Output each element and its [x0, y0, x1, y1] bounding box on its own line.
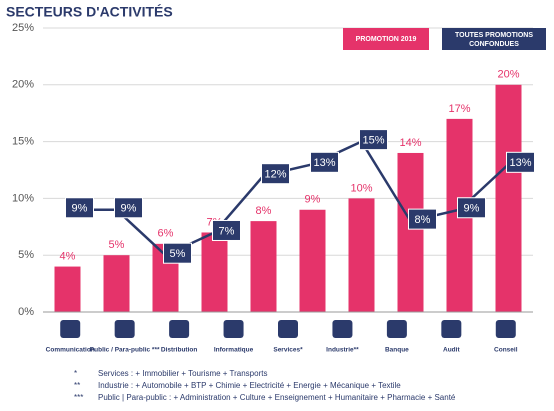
footnote-text: Industrie : + Automobile + BTP + Chimie … — [98, 381, 401, 390]
line-value-label: 12% — [264, 169, 286, 181]
line-value-label: 15% — [362, 135, 384, 147]
bar — [250, 221, 277, 312]
line-label-box — [114, 197, 143, 219]
line-label-box — [261, 163, 290, 185]
line-label-box — [408, 208, 437, 230]
line-label-box — [212, 219, 241, 241]
bar-value-label: 4% — [60, 250, 76, 262]
line-value-label: 7% — [219, 225, 235, 237]
x-tick-label: Communication — [46, 347, 95, 354]
line-value-label: 13% — [509, 157, 531, 169]
category-icon — [441, 320, 462, 338]
legend-box — [343, 28, 429, 50]
x-tick-label: Services* — [273, 347, 303, 354]
bar-value-label: 20% — [497, 69, 519, 81]
x-tick-label: Audit — [443, 347, 460, 354]
y-tick-label: 0% — [18, 306, 34, 318]
line-label-box — [65, 197, 94, 219]
line-value-label: 9% — [72, 203, 88, 215]
line-label-box — [163, 242, 192, 264]
y-tick-label: 20% — [12, 79, 34, 91]
legend-line: CONFONDUES — [469, 41, 519, 48]
line-value-label: 5% — [170, 248, 186, 260]
footnote-marker: ** — [74, 381, 80, 390]
line-label-box — [457, 197, 486, 219]
legend-box — [442, 28, 546, 50]
category-icon — [60, 320, 81, 338]
line-value-label: 13% — [313, 157, 335, 169]
bar-value-label: 14% — [399, 137, 421, 149]
bar — [103, 255, 130, 312]
bar-value-label: 9% — [305, 194, 321, 206]
x-tick-label: Distribution — [161, 347, 197, 354]
y-tick-label: 15% — [12, 136, 34, 148]
legend-label: PROMOTION 2019 — [356, 36, 417, 43]
category-icon — [169, 320, 190, 338]
bar-value-label: 8% — [256, 205, 272, 217]
line-value-label: 9% — [464, 203, 480, 215]
bar — [495, 84, 522, 312]
x-tick-label: Public / Para-public *** — [90, 347, 160, 354]
bar-value-label: 6% — [158, 228, 174, 240]
category-icon — [278, 320, 298, 338]
category-icon — [495, 320, 516, 338]
category-icon — [114, 320, 135, 338]
category-icon — [223, 320, 244, 338]
line-label-box — [310, 151, 339, 173]
line-value-label: 9% — [121, 203, 137, 215]
x-tick-label: Conseil — [494, 347, 518, 354]
footnote-marker: *** — [74, 393, 83, 402]
category-icon — [386, 320, 407, 338]
y-tick-label: 5% — [18, 249, 34, 261]
line-value-label: 8% — [415, 214, 431, 226]
line-label-box — [359, 129, 388, 151]
bar — [299, 209, 326, 312]
bar — [54, 266, 81, 312]
bar — [201, 232, 228, 312]
y-tick-label: 25% — [12, 22, 34, 34]
bar — [348, 198, 375, 312]
footnote-text: Public | Para-public : + Administration … — [98, 393, 456, 402]
line-label-box — [506, 151, 535, 173]
category-icon — [332, 320, 353, 338]
chart-title: SECTEURS D'ACTIVITÉS — [6, 4, 173, 20]
x-tick-label: Informatique — [214, 347, 254, 354]
bar — [397, 152, 424, 312]
footnote-text: Services : + Immobilier + Tourisme + Tra… — [98, 369, 267, 378]
x-tick-label: Banque — [385, 347, 409, 354]
legend-label: TOUTES PROMOTIONS CONFONDUES — [455, 32, 533, 48]
bar-value-label: 17% — [448, 103, 470, 115]
y-tick-label: 10% — [12, 192, 34, 204]
bar-value-label: 5% — [109, 239, 125, 251]
x-tick-label: Industrie** — [326, 347, 359, 354]
legend-line: TOUTES PROMOTIONS — [455, 32, 533, 39]
bar-value-label: 10% — [350, 182, 372, 194]
footnote-marker: * — [74, 369, 77, 378]
